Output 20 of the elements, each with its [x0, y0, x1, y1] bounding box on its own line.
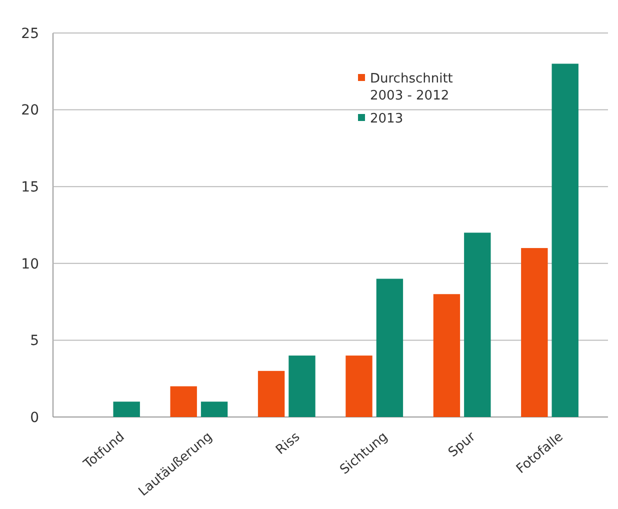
y-tick-label: 10	[21, 256, 39, 272]
y-tick-label: 20	[21, 102, 39, 119]
bar	[552, 64, 578, 417]
bar	[113, 402, 140, 417]
y-tick-label: 25	[21, 26, 39, 42]
bar	[288, 356, 316, 417]
x-tick-label: Riss	[273, 429, 304, 458]
bar	[258, 370, 285, 417]
legend-label: Durchschnitt 2003 - 2012	[370, 72, 453, 104]
bar	[376, 278, 404, 417]
bar	[200, 402, 228, 417]
legend-label: 2013	[370, 112, 404, 127]
y-tick-label: 5	[30, 333, 39, 350]
y-tick-label: 15	[21, 180, 39, 196]
y-tick-label: 0	[30, 410, 39, 426]
bar	[170, 386, 197, 417]
bar	[433, 294, 460, 417]
bar	[464, 232, 491, 417]
bar	[346, 356, 372, 417]
bar	[521, 248, 548, 417]
